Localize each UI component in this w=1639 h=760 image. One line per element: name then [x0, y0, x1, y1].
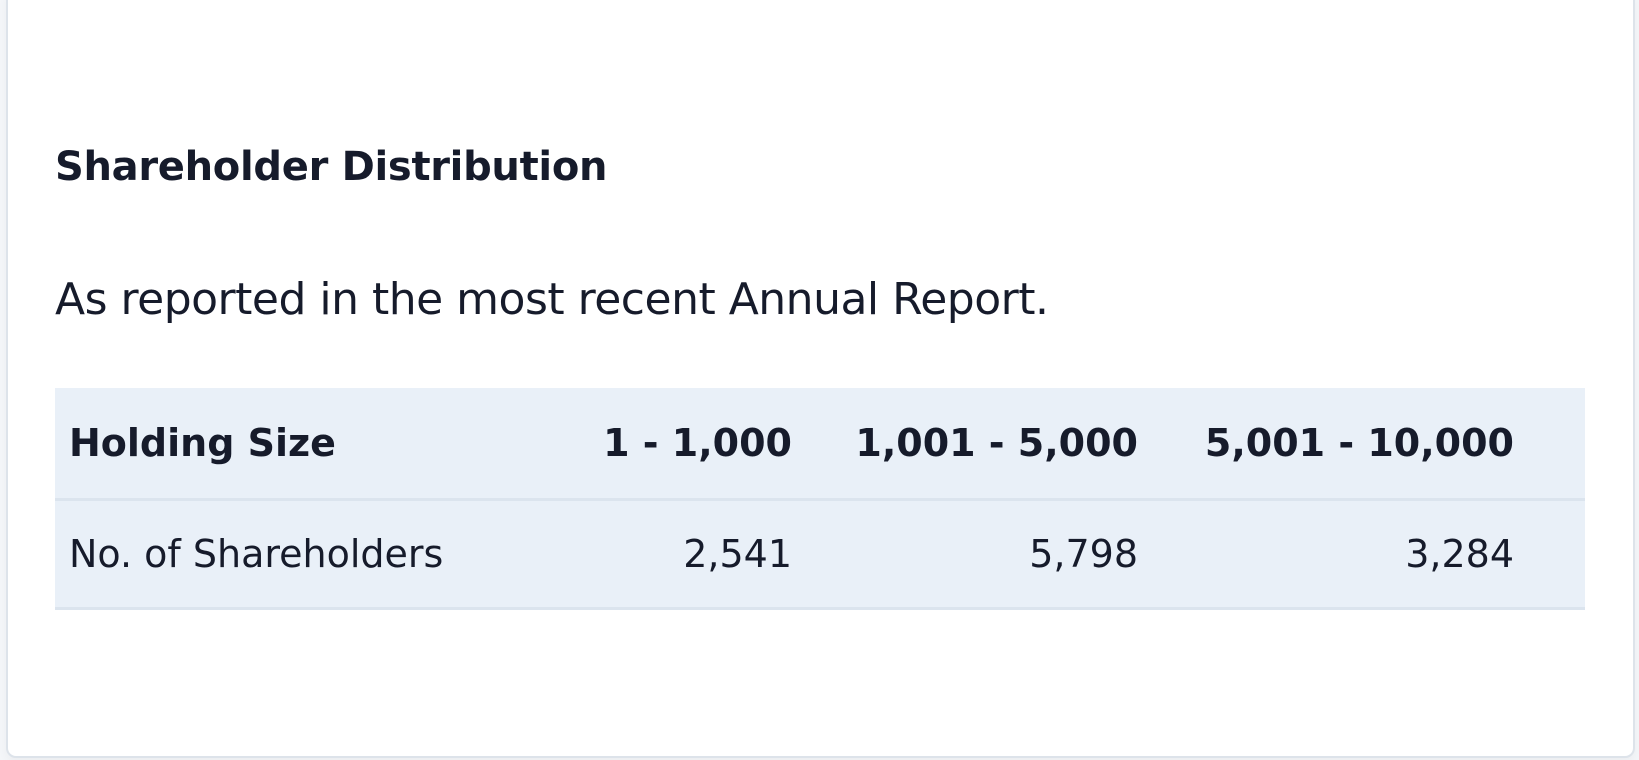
- cell: 3,284: [1138, 499, 1585, 610]
- cell: 5,798: [792, 499, 1138, 610]
- column-header: 1 - 1,000: [515, 388, 792, 501]
- cell: 2,541: [515, 499, 792, 610]
- subtitle: As reported in the most recent Annual Re…: [55, 274, 1049, 325]
- title: Shareholder Distribution: [55, 144, 608, 190]
- table-row: No. of Shareholders 2,541 5,798 3,284: [55, 499, 1585, 610]
- column-header: 1,001 - 5,000: [792, 388, 1138, 501]
- table-body: No. of Shareholders 2,541 5,798 3,284: [55, 499, 1585, 610]
- table-head: Holding Size 1 - 1,000 1,001 - 5,000 5,001 …: [55, 388, 1585, 501]
- column-header: Holding Size: [55, 388, 515, 501]
- row-label: No. of Shareholders: [55, 499, 515, 610]
- column-header: 5,001 - 10,000: [1138, 388, 1585, 501]
- distribution-table: Holding Size 1 - 1,000 1,001 - 5,000 5,001 …: [55, 388, 1585, 610]
- card: Shareholder Distribution As reported in …: [6, 0, 1635, 758]
- header-row: Holding Size 1 - 1,000 1,001 - 5,000 5,001 …: [55, 388, 1585, 501]
